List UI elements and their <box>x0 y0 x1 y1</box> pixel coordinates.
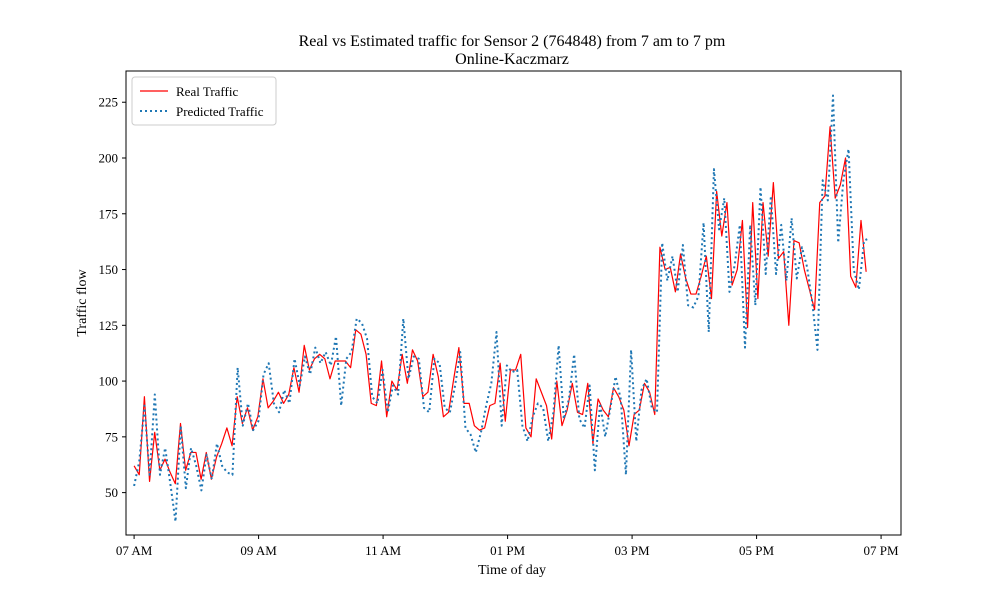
legend: Real Traffic Predicted Traffic <box>131 76 277 126</box>
x-axis-label: Time of day <box>478 563 546 578</box>
x-tick-label: 01 PM <box>490 543 525 558</box>
legend-box <box>131 76 277 126</box>
series-line-real-traffic <box>133 126 867 485</box>
y-tick-label: 200 <box>99 151 119 166</box>
x-axis: 07 AM 09 AM 11 AM 01 PM 03 PM 05 PM 07 PM <box>116 535 899 558</box>
x-tick-label: 07 PM <box>864 543 899 558</box>
y-tick-label: 225 <box>99 95 119 110</box>
legend-label-predicted-traffic: Predicted Traffic <box>176 104 264 119</box>
y-tick-label: 150 <box>99 262 119 277</box>
y-axis: 50 75 100 125 150 175 200 225 <box>99 95 126 500</box>
axes-frame <box>125 70 902 536</box>
x-tick-label: 07 AM <box>116 543 153 558</box>
y-tick-label: 75 <box>105 429 118 444</box>
plot-area <box>133 94 870 523</box>
x-tick-label: 09 AM <box>240 543 277 558</box>
series-line-predicted-traffic <box>133 94 870 523</box>
x-tick-label: 03 PM <box>615 543 650 558</box>
y-tick-label: 100 <box>99 374 119 389</box>
chart-title: Real vs Estimated traffic for Sensor 2 (… <box>299 33 726 50</box>
y-axis-label: Traffic flow <box>75 268 90 336</box>
legend-label-real-traffic: Real Traffic <box>176 84 238 99</box>
x-tick-label: 05 PM <box>739 543 774 558</box>
x-tick-label: 11 AM <box>365 543 401 558</box>
y-tick-label: 50 <box>105 485 118 500</box>
y-tick-label: 125 <box>99 318 119 333</box>
y-tick-label: 175 <box>99 206 119 221</box>
chart-subtitle: Online-Kaczmarz <box>455 51 569 68</box>
